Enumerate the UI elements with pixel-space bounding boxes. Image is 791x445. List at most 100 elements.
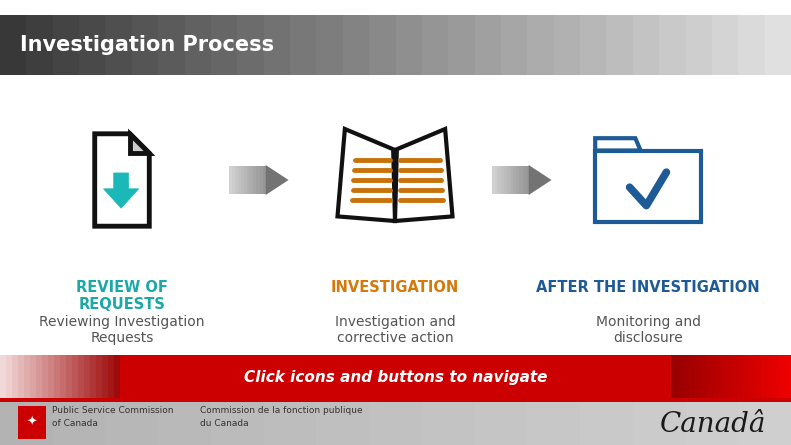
Bar (48, 355, 54, 400)
Bar (779, 355, 785, 400)
Bar (229, 166, 232, 194)
Bar (316, 400, 369, 445)
Bar (695, 355, 701, 400)
Bar (60, 355, 66, 400)
Bar (18, 355, 24, 400)
Bar (290, 15, 316, 75)
Bar (238, 166, 241, 194)
Bar (0, 355, 6, 400)
Polygon shape (595, 150, 701, 222)
Bar (501, 15, 528, 75)
Bar (580, 15, 607, 75)
Bar (767, 355, 773, 400)
Bar (671, 355, 677, 400)
Text: Canadâ: Canadâ (660, 411, 766, 438)
Bar (241, 166, 244, 194)
Bar (237, 15, 263, 75)
Bar (12, 355, 18, 400)
Bar (707, 355, 713, 400)
Bar (507, 166, 510, 194)
Text: Reviewing Investigation
Requests: Reviewing Investigation Requests (40, 315, 205, 345)
Bar (96, 355, 102, 400)
Bar (528, 400, 580, 445)
Bar (105, 400, 158, 445)
Bar (158, 400, 211, 445)
Bar (743, 355, 749, 400)
Bar (105, 15, 132, 75)
Bar (633, 400, 686, 445)
Bar (84, 355, 90, 400)
Polygon shape (338, 129, 395, 221)
Polygon shape (595, 138, 641, 150)
Text: INVESTIGATION: INVESTIGATION (331, 280, 459, 295)
Bar (79, 15, 105, 75)
Bar (253, 166, 256, 194)
Bar (520, 166, 523, 194)
Bar (517, 166, 520, 194)
Bar (259, 166, 263, 194)
Bar (102, 355, 108, 400)
Bar (554, 15, 580, 75)
Bar (513, 166, 517, 194)
Bar (498, 166, 501, 194)
Bar (677, 355, 683, 400)
Polygon shape (130, 134, 149, 153)
Bar (26, 15, 53, 75)
Bar (211, 400, 263, 445)
Bar (683, 355, 689, 400)
Bar (504, 166, 507, 194)
Bar (475, 15, 501, 75)
Text: Commission de la fonction publique
du Canada: Commission de la fonction publique du Ca… (200, 406, 362, 428)
Bar (765, 15, 791, 75)
Bar (247, 166, 250, 194)
Bar (53, 15, 79, 75)
Bar (633, 15, 659, 75)
Polygon shape (266, 165, 289, 195)
Bar (24, 355, 30, 400)
Text: Investigation Process: Investigation Process (20, 35, 274, 55)
Bar (494, 166, 498, 194)
Bar (738, 15, 765, 75)
Bar (580, 400, 633, 445)
Bar (785, 355, 791, 400)
Bar (235, 166, 238, 194)
Bar (719, 355, 725, 400)
Bar (263, 166, 266, 194)
Text: Monitoring and
disclosure: Monitoring and disclosure (596, 315, 701, 345)
Bar (528, 15, 554, 75)
Bar (737, 355, 743, 400)
Bar (686, 400, 738, 445)
Bar (448, 15, 475, 75)
Bar (773, 355, 779, 400)
Bar (0, 398, 791, 402)
Bar (422, 15, 448, 75)
Bar (211, 15, 237, 75)
Bar (158, 15, 184, 75)
Bar (132, 15, 158, 75)
Bar (53, 400, 105, 445)
Bar (607, 15, 633, 75)
Bar (713, 355, 719, 400)
Bar (369, 400, 422, 445)
Bar (90, 355, 96, 400)
Bar (78, 355, 84, 400)
Bar (108, 355, 114, 400)
Bar (263, 400, 316, 445)
Bar (120, 355, 671, 400)
Bar (396, 15, 422, 75)
Bar (701, 355, 707, 400)
Polygon shape (95, 134, 149, 226)
Polygon shape (104, 173, 138, 208)
Polygon shape (528, 165, 551, 195)
Text: Click icons and buttons to navigate: Click icons and buttons to navigate (244, 370, 547, 385)
Bar (422, 400, 475, 445)
Bar (761, 355, 767, 400)
Text: Investigation and
corrective action: Investigation and corrective action (335, 315, 456, 345)
Bar (510, 166, 513, 194)
Bar (250, 166, 253, 194)
Bar (114, 355, 120, 400)
Bar (369, 15, 396, 75)
Text: AFTER THE INVESTIGATION: AFTER THE INVESTIGATION (536, 280, 760, 295)
Bar (755, 355, 761, 400)
Bar (523, 166, 525, 194)
